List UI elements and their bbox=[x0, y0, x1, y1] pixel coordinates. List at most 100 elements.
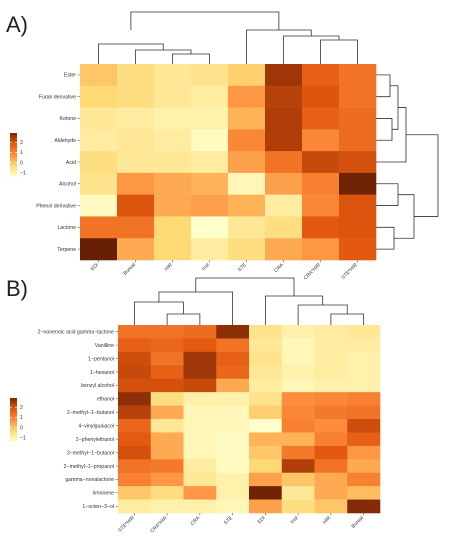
heatmap-cell bbox=[302, 172, 340, 195]
heatmap-cell bbox=[281, 486, 315, 500]
column-label: HIR bbox=[322, 515, 333, 526]
heatmap-cell bbox=[249, 459, 283, 474]
column-label: HIR bbox=[164, 262, 175, 273]
heatmap-cell bbox=[150, 419, 184, 433]
heatmap-cell bbox=[347, 365, 381, 380]
heatmap-cell bbox=[314, 378, 348, 393]
row-label: limonene bbox=[93, 491, 114, 497]
row-label: 2−phenylethanol bbox=[76, 437, 114, 443]
heatmap-cell bbox=[281, 378, 315, 393]
heatmap-cell bbox=[118, 325, 152, 339]
heatmap-cell bbox=[249, 378, 283, 393]
heatmap-cell bbox=[117, 107, 155, 130]
row-label: 2−nonenoic acid gamma−lactone bbox=[38, 330, 115, 336]
heatmap-cell bbox=[118, 445, 152, 460]
heatmap-cell bbox=[265, 194, 303, 217]
heatmap-cell bbox=[339, 151, 377, 174]
heatmap-cell bbox=[347, 405, 381, 420]
panel-b-legend: 2 1 0 −1 bbox=[10, 398, 26, 442]
row-label: 1−octen−3−ol bbox=[82, 504, 114, 510]
heatmap-cell bbox=[191, 129, 229, 152]
heatmap-cell bbox=[249, 432, 283, 447]
column-label: Boreal bbox=[351, 515, 365, 529]
heatmap-cell bbox=[216, 472, 250, 487]
heatmap-cell bbox=[314, 499, 348, 514]
heatmap-cell bbox=[183, 472, 217, 487]
row-label: 1−hexanol bbox=[90, 370, 114, 376]
heatmap-cell bbox=[216, 432, 250, 447]
heatmap-cell bbox=[314, 486, 348, 500]
heatmap-cell bbox=[314, 392, 348, 406]
heatmap-cell bbox=[191, 216, 229, 239]
heatmap-cell bbox=[249, 338, 283, 353]
heatmap-cell bbox=[339, 194, 377, 217]
row-label: Phenol derivative bbox=[36, 203, 76, 209]
heatmap-cell bbox=[154, 85, 192, 108]
heatmap-cell bbox=[339, 172, 377, 195]
panel-a-row-dendrogram bbox=[376, 74, 439, 250]
panel-b-column-labels: STE*HIR CRA*HIR CRA STE EDI Inst HIR Boreal bbox=[117, 513, 365, 534]
heatmap-cell bbox=[216, 459, 250, 474]
heatmap-cell bbox=[150, 486, 184, 500]
heatmap-cell bbox=[118, 365, 152, 380]
heatmap-cell bbox=[191, 151, 229, 174]
heatmap-cell bbox=[281, 405, 315, 420]
heatmap-cell bbox=[314, 338, 348, 353]
heatmap-cell bbox=[154, 151, 192, 174]
heatmap-cell bbox=[183, 459, 217, 474]
heatmap-cell bbox=[191, 64, 229, 87]
heatmap-cell bbox=[80, 172, 118, 195]
heatmap-cell bbox=[347, 472, 381, 487]
column-label: STE*HIR bbox=[340, 262, 359, 281]
heatmap-cell bbox=[154, 238, 192, 261]
heatmap-cell bbox=[314, 365, 348, 380]
heatmap-cell bbox=[249, 486, 283, 500]
row-label: Ketone bbox=[60, 116, 77, 122]
heatmap-cell bbox=[249, 419, 283, 433]
heatmap-cell bbox=[216, 445, 250, 460]
heatmap-cell bbox=[314, 325, 348, 339]
legend-label: 1 bbox=[20, 415, 23, 421]
heatmap-cell bbox=[265, 107, 303, 130]
heatmap-cell bbox=[281, 351, 315, 366]
heatmap-cell bbox=[191, 107, 229, 130]
heatmap-cell bbox=[154, 64, 192, 87]
column-label: STE bbox=[223, 515, 235, 527]
heatmap-cell bbox=[80, 194, 118, 217]
dendrogram-branch bbox=[376, 183, 399, 206]
heatmap-cell bbox=[150, 338, 184, 353]
heatmap-cell bbox=[80, 85, 118, 108]
dendrogram-branch bbox=[376, 74, 391, 98]
column-label: CRA*HIR bbox=[303, 262, 322, 281]
heatmap-cell bbox=[249, 445, 283, 460]
heatmap-cell bbox=[216, 325, 250, 339]
column-label: EDI bbox=[257, 515, 267, 525]
column-label: STE bbox=[237, 262, 249, 274]
dendrogram-branch bbox=[406, 134, 439, 217]
heatmap-cell bbox=[80, 216, 118, 239]
heatmap-cell bbox=[117, 85, 155, 108]
heatmap-cell bbox=[154, 129, 192, 152]
heatmap-cell bbox=[150, 472, 184, 487]
heatmap-cell bbox=[339, 85, 377, 108]
dendrogram-branch bbox=[133, 301, 184, 325]
heatmap-cell bbox=[150, 432, 184, 447]
heatmap-cell bbox=[154, 216, 192, 239]
panel-a: A) Ester Furan derivative Ketone Aldehyde Ac… bbox=[6, 11, 439, 281]
heatmap-cell bbox=[216, 486, 250, 500]
heatmap-cell bbox=[80, 151, 118, 174]
heatmap-cell bbox=[302, 151, 340, 174]
row-label: ethanol bbox=[97, 397, 114, 403]
heatmap-cell bbox=[249, 392, 283, 406]
heatmap-cell bbox=[302, 216, 340, 239]
heatmap-cell bbox=[265, 85, 303, 108]
heatmap-cell bbox=[183, 325, 217, 339]
heatmap-cell bbox=[347, 486, 381, 500]
heatmap-cell bbox=[228, 151, 266, 174]
heatmap-cell bbox=[150, 459, 184, 474]
heatmap-cell bbox=[347, 325, 381, 339]
panel-b-cells bbox=[118, 325, 381, 514]
heatmap-cell bbox=[117, 172, 155, 195]
heatmap-cell bbox=[265, 238, 303, 261]
heatmap-cell bbox=[314, 405, 348, 420]
